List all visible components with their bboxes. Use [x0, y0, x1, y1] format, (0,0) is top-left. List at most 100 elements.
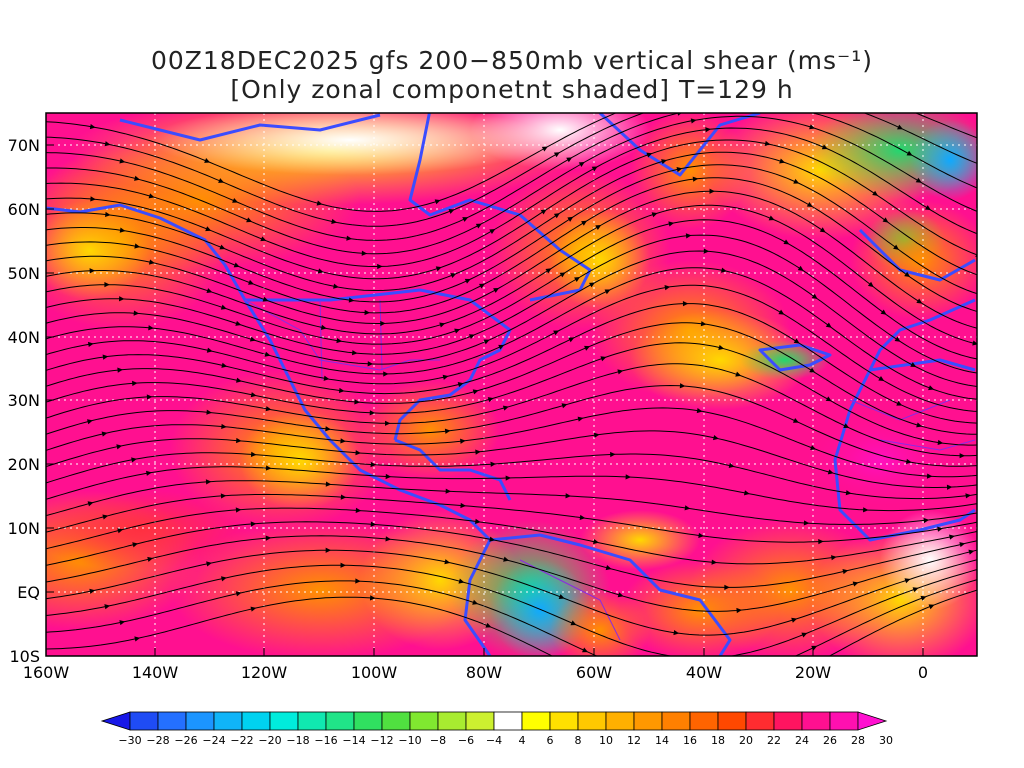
streamline-arrow — [959, 453, 966, 459]
streamline-arrow — [146, 470, 152, 476]
streamline-arrow — [600, 356, 607, 362]
streamline-arrow — [87, 341, 94, 347]
streamline-arrow — [468, 334, 475, 340]
streamline-arrow — [364, 309, 371, 316]
streamline-arrow — [119, 227, 126, 233]
chart-title-line-1: 00Z18DEC2025 gfs 200−850mb vertical shea… — [150, 46, 874, 75]
streamline-arrow — [589, 282, 596, 288]
streamline-arrow — [131, 457, 137, 463]
streamline-arrow — [250, 392, 257, 398]
streamline-arrow — [502, 405, 509, 411]
streamline-arrow — [246, 217, 253, 223]
colorbar-cell — [773, 711, 803, 731]
streamline-arrow — [232, 197, 239, 203]
streamline-arrow — [553, 152, 560, 158]
colorbar-cell — [661, 711, 691, 731]
streamline-arrow — [206, 288, 213, 294]
streamline-arrow — [545, 268, 552, 274]
streamline-arrow — [764, 140, 771, 147]
colorbar-label: −30 — [118, 734, 141, 747]
streamline-arrow — [904, 271, 911, 278]
streamline-arrow — [793, 178, 800, 184]
streamline-arrow — [89, 123, 96, 130]
streamline-arrow — [568, 337, 575, 343]
colorbar-cell — [213, 711, 243, 731]
streamline-arrow — [323, 375, 330, 381]
streamline-arrow — [570, 620, 577, 626]
colorbar-cell — [549, 711, 579, 731]
streamline — [46, 115, 977, 255]
colorbar-cell — [577, 711, 607, 731]
colorbar-cell — [129, 711, 159, 731]
streamline-arrow — [367, 361, 374, 367]
streamline-arrow — [818, 539, 824, 545]
streamline-arrow — [541, 146, 548, 152]
streamline-arrow — [370, 461, 377, 468]
streamline-arrow — [331, 218, 338, 224]
streamline-arrow — [926, 473, 933, 479]
streamline-arrow — [664, 285, 671, 291]
streamline-arrow — [384, 420, 391, 426]
streamline-arrow — [803, 520, 810, 526]
streamline-arrow — [690, 118, 697, 124]
streamline-arrow — [250, 521, 257, 527]
streamline-arrow — [617, 369, 624, 375]
streamline-arrow — [610, 451, 616, 458]
streamline-arrow — [661, 159, 668, 165]
streamline-arrow — [325, 481, 332, 487]
streamline-arrow — [475, 449, 481, 455]
streamline-arrow — [220, 304, 227, 310]
streamline-arrow — [89, 588, 96, 594]
streamline-arrow — [581, 220, 588, 226]
streamline-arrow — [265, 406, 272, 412]
streamline-arrow — [475, 223, 482, 229]
streamline-arrow — [325, 426, 331, 432]
streamline — [46, 407, 977, 478]
streamline-arrow — [236, 377, 242, 383]
streamline-arrow — [472, 599, 479, 605]
lon-label-80w: 80W — [466, 663, 502, 682]
streamline-arrow — [355, 450, 361, 456]
colorbar-cell — [465, 711, 495, 731]
streamline — [46, 204, 977, 345]
streamline-arrow — [235, 507, 242, 513]
streamline — [46, 267, 977, 400]
colorbar-cell — [801, 711, 831, 731]
colorbar-label: 10 — [599, 734, 613, 747]
colorbar-label: −10 — [398, 734, 421, 747]
streamline-arrow — [959, 542, 966, 548]
streamline-arrow — [718, 344, 725, 350]
streamline-arrow — [553, 213, 560, 219]
streamline-arrow — [338, 387, 345, 394]
streamline-arrow — [101, 431, 108, 437]
colorbar-cell — [829, 711, 859, 731]
streamline-arrow — [668, 221, 675, 227]
streamline-arrow — [692, 176, 699, 182]
streamline-arrow — [147, 556, 154, 562]
streamline — [46, 234, 977, 374]
streamline-arrow — [705, 127, 711, 133]
streamline-arrow — [768, 215, 775, 221]
streamline-arrow — [651, 97, 657, 102]
streamline-arrow — [444, 428, 451, 434]
streamline — [46, 219, 977, 360]
streamline-arrow — [104, 141, 111, 147]
streamline-arrow — [264, 351, 271, 357]
streamline — [46, 535, 977, 612]
colorbar-cell — [437, 711, 467, 731]
streamline-arrow — [646, 152, 653, 158]
streamline-arrow — [910, 362, 917, 367]
lon-label-160w: 160W — [23, 663, 70, 682]
streamline-arrow — [221, 423, 227, 430]
streamline-arrow — [346, 235, 352, 241]
streamline-arrow — [235, 320, 242, 326]
streamline-arrow — [949, 534, 955, 540]
streamline — [46, 151, 977, 291]
streamline-arrow — [445, 488, 452, 494]
colorbar-cell — [297, 711, 327, 731]
streamline-arrow — [796, 107, 802, 112]
streamline-arrow — [896, 400, 903, 406]
streamline-arrow — [475, 518, 481, 524]
streamline-arrow — [778, 309, 785, 315]
streamline-arrow — [204, 158, 211, 163]
